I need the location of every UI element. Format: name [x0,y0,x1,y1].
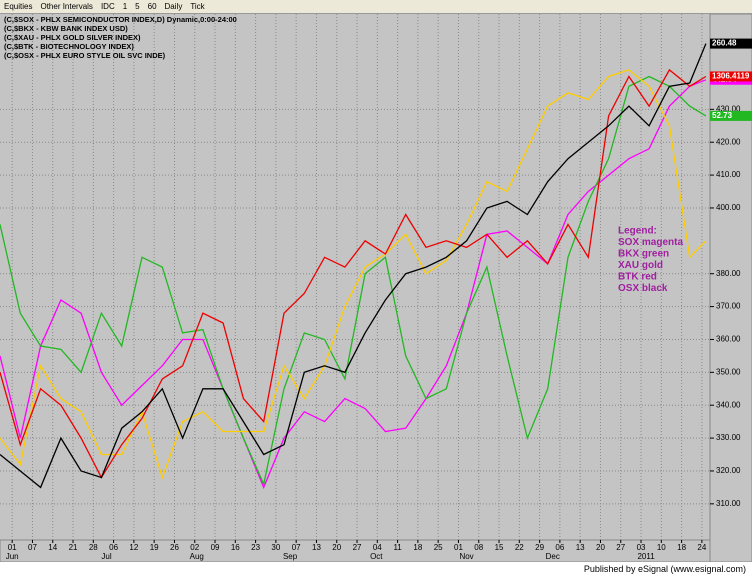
last-value-tag: 1306.4119 [710,71,752,82]
x-tick-label: 23 [251,543,260,552]
y-tick-label: 420.00 [716,137,741,146]
title-line: (C,$BKX - KBW BANK INDEX USD) [4,24,128,33]
legend-annotation: Legend: [618,226,657,237]
legend-annotation: SOX magenta [618,237,683,248]
x-tick-label: 13 [312,543,321,552]
month-label: Jun [6,552,19,561]
x-tick-label: 07 [292,543,301,552]
series-line [0,68,707,479]
x-tick-label: 09 [211,543,220,552]
y-tick-label: 360.00 [716,335,741,344]
toolbar: Equities Other Intervals IDC 1 5 60 Daily Tick [0,0,752,14]
chart: 430.00 420.00 410.00 400.00 380.00 370.00 360.… [0,14,752,562]
series-line [0,79,707,490]
x-tick-label: 26 [170,543,179,552]
y-tick-label: 400.00 [716,203,741,212]
title-line: (C,$XAU - PHLX GOLD SILVER INDEX) [4,33,141,42]
y-tick-label: 320.00 [716,466,741,475]
x-tick-label: 15 [495,543,504,552]
x-tick-label: 19 [150,543,159,552]
x-tick-label: 30 [271,543,280,552]
month-label: Nov [459,552,473,561]
x-tick-label: 12 [129,543,138,552]
x-tick-label: 11 [393,543,402,552]
toolbar-button[interactable]: Daily [164,2,183,11]
legend-annotation: XAU gold [618,260,663,271]
last-value-label: 1306.4119 [712,72,750,81]
y-tick-label: 310.00 [716,499,741,508]
last-value-bg [710,110,752,121]
toolbar-button[interactable]: 5 [135,2,140,11]
y-tick-label: 430.00 [716,104,741,113]
title-line: (C,$BTK - BIOTECHNOLOGY INDEX) [4,42,134,51]
x-tick-label: 13 [576,543,585,552]
x-tick-label: 08 [474,543,483,552]
legend-annotation: BTK red [618,272,657,283]
x-tick-label: 06 [109,543,118,552]
toolbar-button[interactable]: 60 [147,2,157,11]
x-tick-label: 18 [413,543,422,552]
toolbar-button[interactable]: Equities [4,2,33,11]
x-tick-label: 29 [535,543,544,552]
month-label: Oct [370,552,383,561]
footer: Published by eSignal (www.esignal.com) [0,562,752,576]
y-tick-label: 370.00 [716,302,741,311]
legend-annotation: BKX green [618,249,669,260]
x-axis-area [0,539,711,562]
plot-background [0,14,710,540]
last-value-label: 52.73 [712,111,733,120]
toolbar-button[interactable]: Other Intervals [40,2,93,11]
last-value-tag: 260.48 [710,38,752,49]
x-tick-label: 27 [616,543,625,552]
title-line: (C,$SOX - PHLX SEMICONDUCTOR INDEX,D) Dy… [4,15,237,24]
x-tick-label: 18 [677,543,686,552]
toolbar-button[interactable]: 1 [122,2,128,11]
last-value-bg [710,38,752,49]
x-tick-label: 01 [454,543,463,552]
y-axis-area [709,14,752,562]
x-tick-label: 25 [434,543,443,552]
x-tick-label: 14 [48,543,57,552]
x-tick-label: 01 [8,543,17,552]
x-tick-label: 07 [28,543,37,552]
month-label: Jul [101,552,111,561]
x-tick-label: 24 [697,543,706,552]
legend-annotation: OSX black [618,283,668,294]
x-tick-label: 20 [332,543,341,552]
month-label: Sep [283,552,298,561]
x-tick-label: 27 [353,543,362,552]
last-value-bg [710,71,752,82]
series-line [0,75,707,487]
x-tick-label: 06 [555,543,564,552]
y-tick-label: 350.00 [716,367,741,376]
title-line: (C,$OSX - PHLX EURO STYLE OIL SVC INDE) [4,51,166,60]
y-tick-label: 410.00 [716,170,741,179]
y-tick-label: 340.00 [716,400,741,409]
y-tick-label: 380.00 [716,269,741,278]
last-value-tag: 52.73 [710,110,752,121]
x-tick-label: 10 [657,543,666,552]
toolbar-button[interactable]: IDC [100,2,115,11]
x-tick-label: 28 [89,543,98,552]
series-line [0,43,707,489]
toolbar-button[interactable]: Tick [190,2,205,11]
month-label: Aug [190,552,204,561]
month-label: Dec [546,552,560,561]
last-value-label: 260.48 [712,39,737,48]
x-tick-label: 03 [637,543,646,552]
x-tick-label: 04 [373,543,382,552]
x-tick-label: 21 [69,543,78,552]
x-tick-label: 20 [596,543,605,552]
month-label: 2011 [637,552,655,561]
series-line [0,69,707,480]
x-tick-label: 22 [515,543,524,552]
x-tick-label: 16 [231,543,240,552]
y-tick-label: 330.00 [716,433,741,442]
x-tick-label: 02 [190,543,199,552]
